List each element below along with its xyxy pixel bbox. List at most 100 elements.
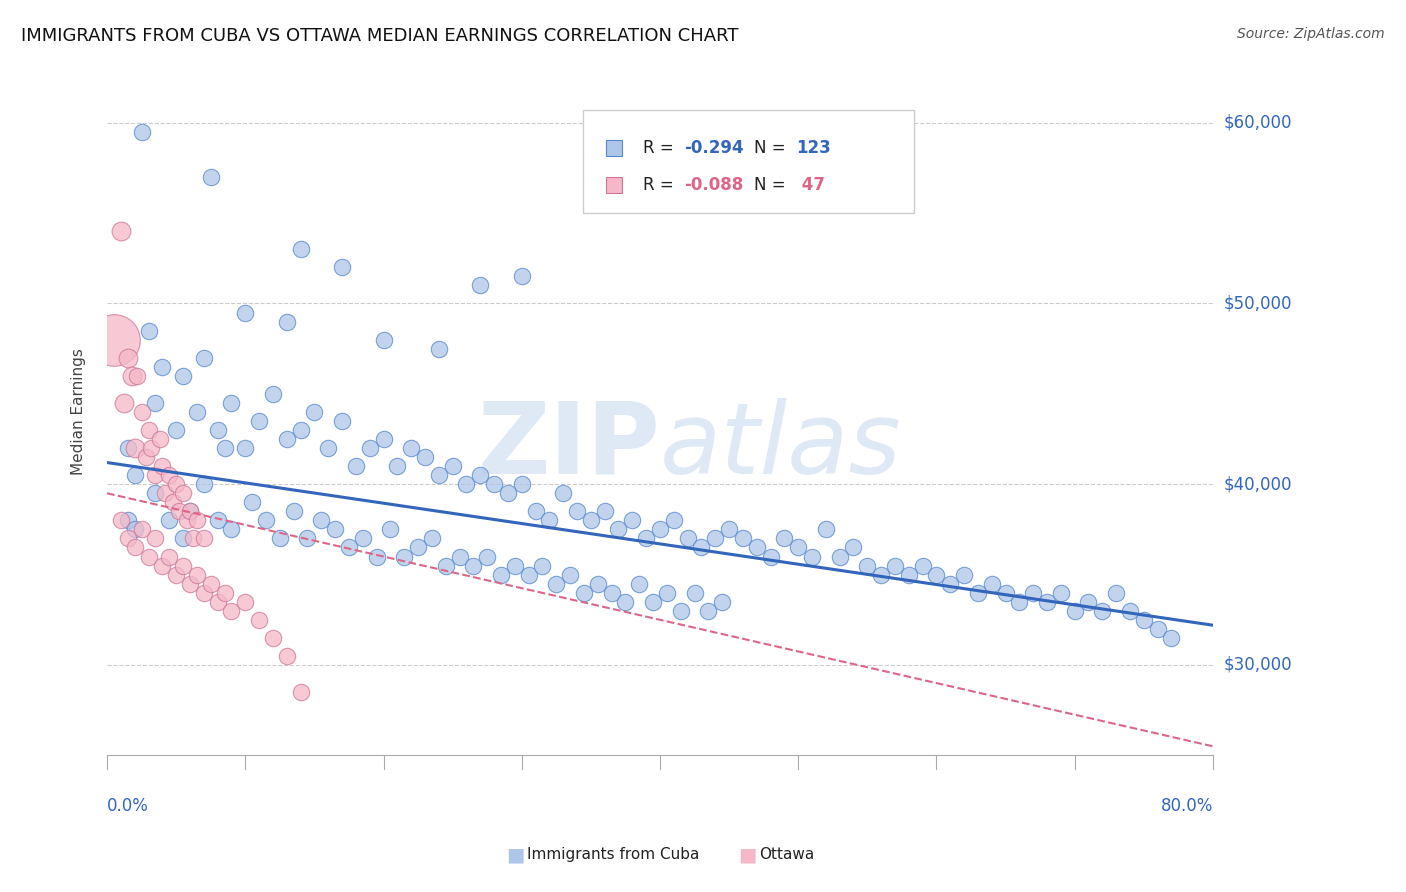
Point <box>145 532 167 546</box>
Point <box>135 450 157 464</box>
Point <box>870 567 893 582</box>
Point <box>1077 595 1099 609</box>
Point <box>1119 604 1142 618</box>
Point <box>510 269 533 284</box>
Point <box>150 459 173 474</box>
Point <box>711 595 734 609</box>
Point <box>1160 631 1182 645</box>
Point <box>441 459 464 474</box>
Text: 0.0%: 0.0% <box>107 797 149 814</box>
Point <box>690 541 713 555</box>
Point <box>648 523 671 537</box>
Point <box>262 631 284 645</box>
Text: 80.0%: 80.0% <box>1160 797 1213 814</box>
Point <box>531 558 554 573</box>
Point <box>925 567 948 582</box>
Point <box>297 532 319 546</box>
Point <box>283 504 305 518</box>
Point <box>186 567 208 582</box>
Point <box>359 441 381 455</box>
Text: $30,000: $30,000 <box>1225 656 1292 674</box>
Point <box>233 305 256 319</box>
Point <box>669 604 692 618</box>
Point <box>413 450 436 464</box>
Point <box>207 595 229 609</box>
Point <box>517 567 540 582</box>
Point <box>269 532 291 546</box>
Point <box>172 558 194 573</box>
Point <box>1063 604 1085 618</box>
Point <box>427 468 450 483</box>
Point <box>801 549 824 564</box>
Point <box>247 613 270 627</box>
Point <box>731 532 754 546</box>
Point <box>683 585 706 599</box>
Point <box>179 504 201 518</box>
Point <box>240 495 263 509</box>
Point <box>117 532 139 546</box>
Point <box>373 432 395 446</box>
Point <box>172 486 194 500</box>
Point <box>276 314 298 328</box>
Point <box>1105 585 1128 599</box>
Point <box>607 523 630 537</box>
Point <box>181 532 204 546</box>
Point <box>172 368 194 383</box>
Point <box>214 585 236 599</box>
Point <box>112 396 135 410</box>
Point <box>641 595 664 609</box>
Point <box>124 468 146 483</box>
Point <box>165 477 187 491</box>
Text: R =: R = <box>644 138 679 156</box>
Point <box>953 567 976 582</box>
Text: Source: ZipAtlas.com: Source: ZipAtlas.com <box>1237 27 1385 41</box>
Point <box>697 604 720 618</box>
Point <box>165 423 187 437</box>
Point <box>496 486 519 500</box>
Point <box>593 504 616 518</box>
Point <box>1022 585 1045 599</box>
Point <box>221 523 243 537</box>
Point <box>662 513 685 527</box>
Point <box>572 585 595 599</box>
Point <box>150 359 173 374</box>
Point <box>323 523 346 537</box>
Point <box>621 513 644 527</box>
Point <box>127 368 149 383</box>
Point <box>290 423 312 437</box>
Point <box>207 513 229 527</box>
Point <box>884 558 907 573</box>
Point <box>745 541 768 555</box>
Point <box>157 549 180 564</box>
Point <box>553 486 575 500</box>
Point <box>456 477 478 491</box>
Point <box>628 576 651 591</box>
Point <box>124 523 146 537</box>
Point <box>406 541 429 555</box>
Text: 123: 123 <box>796 138 831 156</box>
Point <box>121 368 143 383</box>
Point <box>538 513 561 527</box>
Text: Immigrants from Cuba: Immigrants from Cuba <box>527 847 700 862</box>
Point <box>304 405 326 419</box>
Point <box>117 513 139 527</box>
Point <box>600 585 623 599</box>
Point <box>131 523 153 537</box>
Point <box>579 513 602 527</box>
Point <box>247 414 270 428</box>
Point <box>150 558 173 573</box>
Point <box>233 595 256 609</box>
Point <box>193 477 215 491</box>
Point <box>939 576 962 591</box>
FancyBboxPatch shape <box>582 110 914 213</box>
Point <box>193 585 215 599</box>
Point <box>179 576 201 591</box>
Text: $40,000: $40,000 <box>1225 475 1292 493</box>
Point <box>145 486 167 500</box>
Point <box>524 504 547 518</box>
Point <box>207 423 229 437</box>
Point <box>420 532 443 546</box>
Point <box>138 549 160 564</box>
Point <box>344 459 367 474</box>
Point <box>200 576 222 591</box>
